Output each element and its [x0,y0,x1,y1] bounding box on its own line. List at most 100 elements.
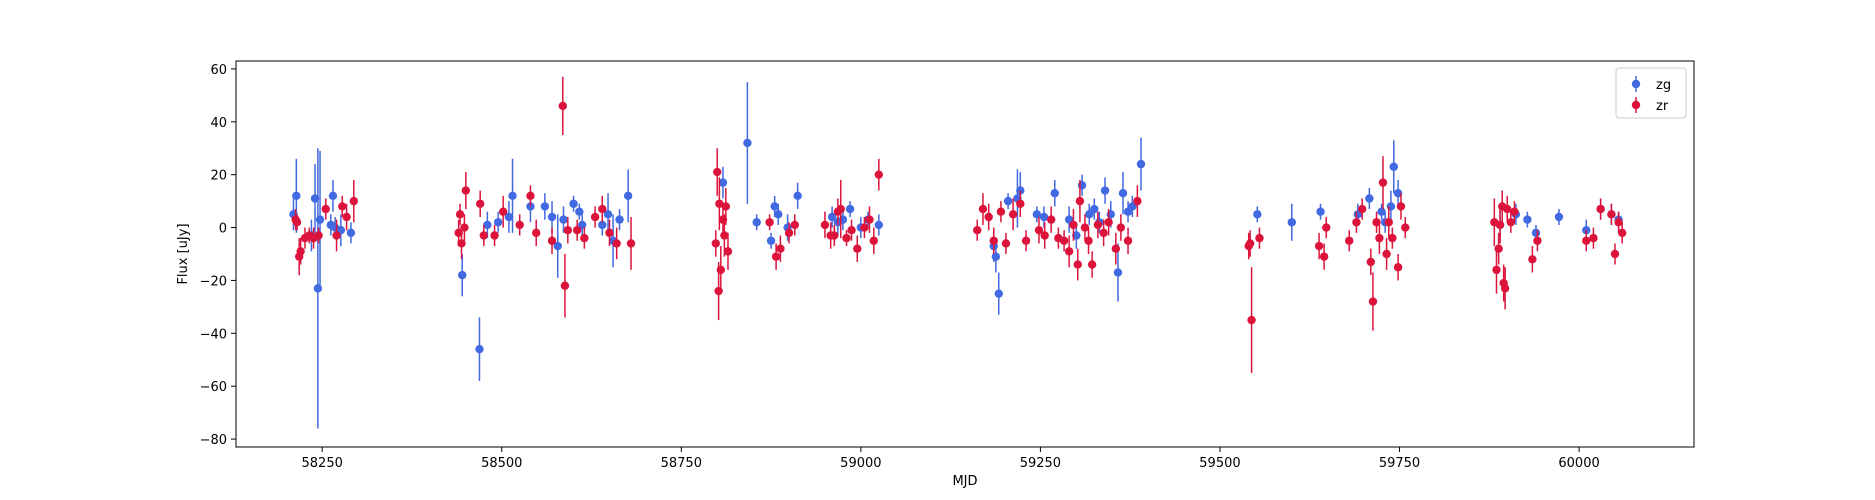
data-point [292,191,301,201]
legend: zg zr [1615,67,1687,119]
data-point [328,191,338,201]
y-tick-label: −80 [200,433,227,448]
data-point [1050,188,1059,198]
data-point [1040,231,1049,240]
data-point [572,226,582,235]
x-tick-label: 59250 [1020,456,1061,471]
data-point [1255,233,1264,243]
x-axis-label: MJD [952,474,977,489]
data-point [853,244,862,253]
data-point [612,239,621,248]
data-point [1287,218,1296,227]
data-point [1314,241,1324,251]
data-point [1099,228,1108,238]
y-tick-label: −60 [200,380,227,395]
data-point [1614,218,1623,227]
data-point [475,199,485,208]
data-point [1401,223,1410,232]
legend-label: zg [1656,78,1671,93]
x-tick-label: 58250 [302,456,343,471]
data-point [553,241,562,251]
data-point [766,236,776,245]
data-point [1352,218,1361,227]
x-tick-label: 60000 [1558,456,1599,471]
data-point [626,239,636,248]
data-point [1396,202,1406,211]
data-point [292,218,302,227]
legend-label: zr [1656,99,1669,114]
data-point [713,167,722,177]
data-point [332,231,341,240]
data-point [869,236,878,245]
data-point [1533,236,1542,245]
data-point [1492,265,1501,275]
data-point [1085,210,1094,219]
data-point [1388,233,1397,243]
data-point [1118,188,1128,198]
data-point [526,191,535,201]
data-point [1073,260,1082,269]
data-point [1075,196,1085,206]
data-point [984,212,993,222]
data-point [508,191,517,201]
data-point [1123,236,1133,245]
series-zr [291,76,1627,373]
data-point [1032,210,1042,219]
data-point [865,215,874,224]
data-point [1133,196,1142,206]
data-point [1136,159,1146,169]
data-point [458,270,467,280]
data-point [1016,199,1025,208]
data-point [623,191,633,201]
data-point [743,138,752,148]
data-point [1523,215,1532,224]
x-tick-label: 59750 [1379,456,1420,471]
data-point [994,289,1003,298]
x-tick-label: 58750 [661,456,702,471]
data-point [1378,178,1388,187]
data-point [847,226,856,235]
data-point [515,220,524,230]
data-point [577,220,587,230]
data-point [1104,218,1113,227]
data-point [1607,210,1616,219]
data-point [454,228,463,238]
data-point [991,252,1001,261]
data-point [752,218,761,227]
y-tick-label: 0 [219,222,227,237]
data-point [479,231,488,240]
data-point [1008,210,1018,219]
data-point [603,210,613,219]
data-point [563,226,573,235]
legend-marker [1631,79,1641,89]
data-point [711,239,720,248]
data-point [838,215,848,224]
data-point [461,186,471,195]
x-tick-label: 59500 [1199,456,1240,471]
data-point [1319,252,1329,261]
series-zg [289,82,1623,429]
data-point [770,202,779,211]
data-point [558,101,567,111]
data-point [321,204,330,214]
data-point [1372,218,1381,227]
data-point [455,210,465,219]
data-point [540,202,550,211]
y-axis-ticks: −80 −60 −40 −20 0 20 40 60 [200,63,236,448]
data-point [315,215,325,224]
data-point [483,220,492,230]
data-point [771,252,781,261]
data-point [598,220,607,230]
data-point [1495,220,1505,230]
data-point [874,220,884,230]
data-point [313,284,323,293]
data-point [559,215,568,224]
data-point [580,233,589,243]
y-tick-label: −40 [200,327,227,342]
data-point [716,265,726,275]
data-point [590,212,600,222]
data-point [978,204,988,214]
data-point [1610,249,1620,259]
data-point [1589,233,1598,243]
data-point [532,228,541,238]
